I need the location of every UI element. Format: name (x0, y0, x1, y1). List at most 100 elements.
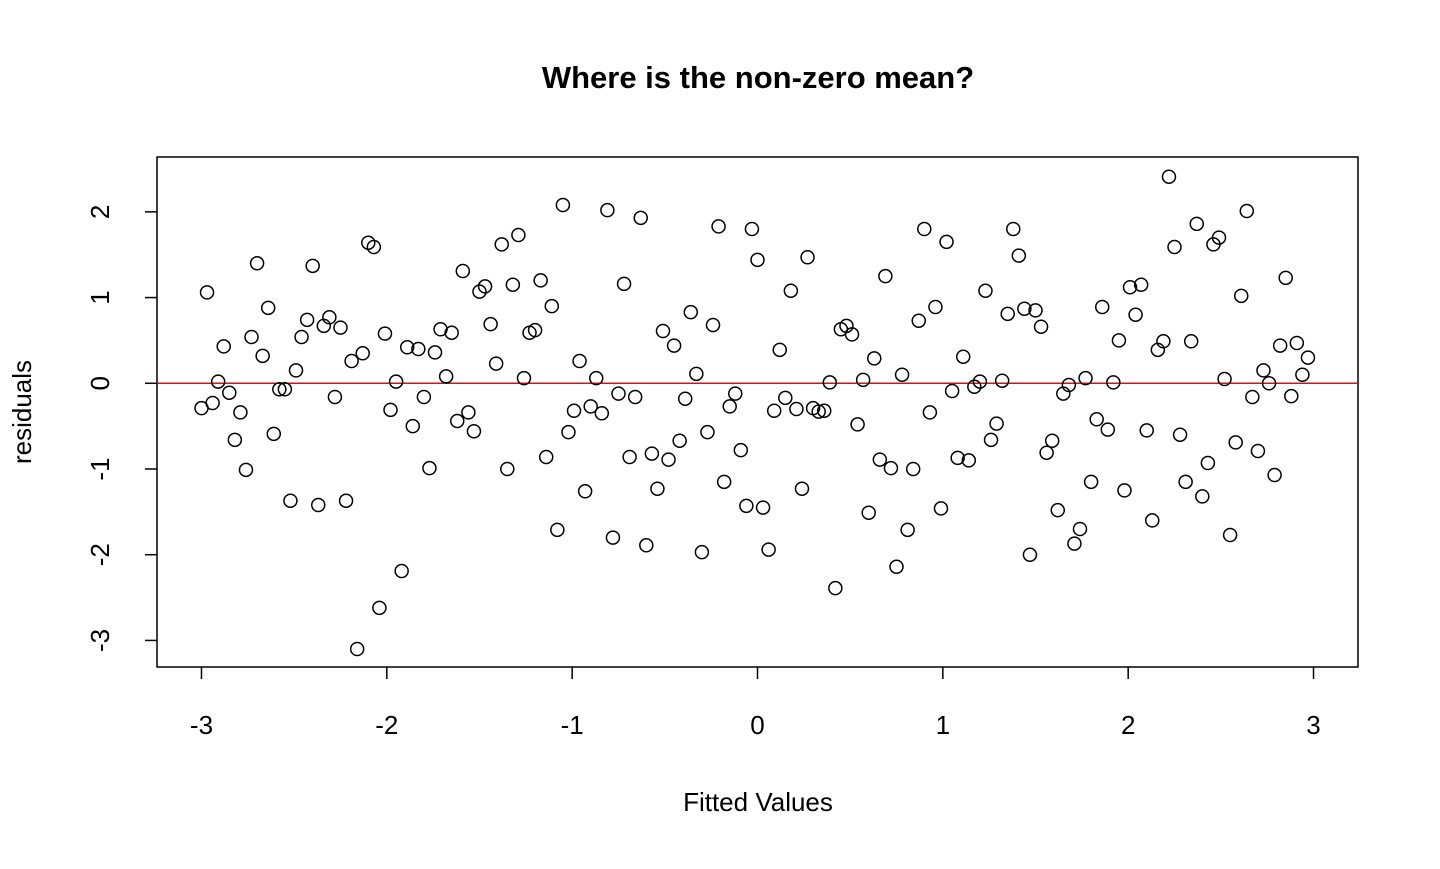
point (1122, 280, 1138, 295)
point (505, 277, 521, 292)
point (639, 538, 654, 553)
point (472, 284, 487, 299)
point (1295, 367, 1310, 382)
point (705, 317, 721, 333)
x-tick-label: -2 (375, 710, 398, 740)
point (450, 413, 465, 429)
point (1033, 319, 1049, 334)
point (1161, 169, 1177, 184)
point (227, 432, 243, 448)
y-tick-label: -1 (85, 457, 115, 480)
point (1222, 527, 1238, 543)
point (716, 474, 732, 490)
point (900, 522, 915, 538)
point (444, 325, 459, 340)
point (1245, 389, 1260, 405)
point (477, 279, 493, 294)
x-axis-label: Fitted Values (683, 787, 833, 817)
point (867, 351, 882, 366)
point (861, 505, 876, 520)
point (511, 227, 526, 243)
point (961, 453, 977, 468)
point (1267, 467, 1282, 483)
point (1117, 483, 1132, 498)
point (944, 383, 960, 399)
point (405, 418, 421, 434)
point (583, 399, 598, 414)
point (494, 237, 509, 252)
point (1200, 455, 1216, 471)
point (1006, 221, 1021, 237)
point (1261, 376, 1277, 391)
point (922, 405, 938, 420)
point (461, 405, 476, 420)
point (272, 382, 287, 397)
y-tick-label: 1 (85, 290, 115, 304)
point (299, 312, 315, 328)
point (1094, 299, 1110, 315)
point (377, 326, 393, 341)
point (1067, 536, 1082, 551)
point (627, 389, 643, 405)
point (755, 500, 771, 515)
point (466, 424, 482, 439)
x-tick-label: 1 (936, 710, 950, 740)
point (616, 276, 632, 292)
point (260, 300, 276, 316)
point (516, 370, 532, 386)
point (366, 239, 382, 255)
y-tick-label: 0 (85, 376, 115, 390)
point (689, 366, 704, 382)
point (344, 353, 359, 369)
y-tick-label: -2 (85, 543, 115, 566)
point (1044, 433, 1060, 448)
point (427, 345, 443, 360)
point (338, 493, 354, 508)
point (255, 348, 270, 364)
point (694, 544, 710, 560)
point (199, 285, 215, 300)
point (894, 367, 910, 382)
point (1233, 288, 1249, 304)
point (605, 530, 621, 545)
point (1289, 335, 1305, 351)
point (911, 313, 926, 328)
point (238, 462, 254, 478)
point (928, 299, 943, 315)
point (878, 268, 893, 284)
point (1172, 427, 1188, 442)
point (655, 323, 671, 339)
point (772, 342, 787, 358)
point (577, 484, 593, 499)
point (305, 258, 320, 274)
point (939, 234, 954, 250)
point (483, 316, 498, 332)
point (349, 641, 365, 657)
point (249, 256, 265, 271)
point (850, 417, 865, 432)
point (277, 382, 293, 397)
point (644, 446, 660, 461)
point (794, 481, 810, 496)
point (633, 210, 648, 226)
point (244, 329, 259, 345)
point (683, 304, 699, 320)
point (1089, 412, 1104, 427)
chart-title: Where is the non-zero mean? (542, 60, 974, 95)
point (677, 391, 693, 406)
x-tick-label: 2 (1121, 710, 1135, 740)
point (1145, 513, 1160, 528)
point (744, 221, 760, 237)
point (905, 461, 921, 477)
point (1167, 239, 1182, 255)
point (594, 406, 610, 421)
point (1106, 375, 1121, 390)
point (500, 461, 515, 477)
x-tick-label: 0 (750, 710, 764, 740)
point (1128, 307, 1143, 322)
x-tick-label: -1 (561, 710, 584, 740)
point (1100, 422, 1116, 437)
point (399, 340, 415, 355)
